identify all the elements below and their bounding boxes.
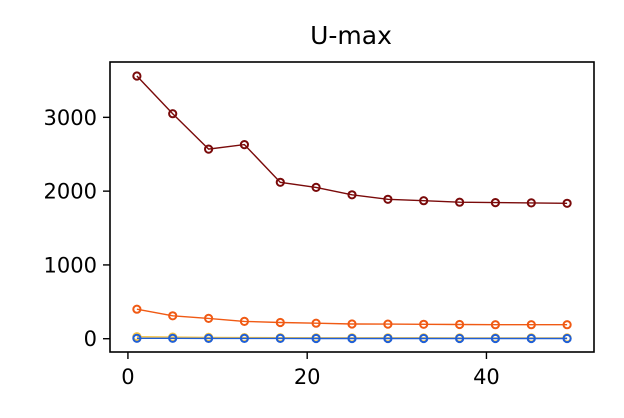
data-point-3-2 [204, 333, 214, 343]
data-point-3-9 [455, 333, 465, 344]
x-tick-label-0: 0 [121, 365, 134, 389]
plot-frame [109, 61, 595, 353]
data-point-0-1 [168, 109, 178, 119]
data-point-1-0 [132, 304, 142, 314]
y-tick-label-2: 2000 [44, 180, 97, 204]
data-point-0-9 [455, 197, 465, 207]
data-point-1-10 [490, 320, 500, 330]
data-point-0-2 [204, 144, 214, 154]
data-point-0-0 [132, 71, 142, 81]
y-tick-label-0: 0 [84, 327, 97, 351]
data-point-3-0 [132, 333, 142, 343]
data-point-0-8 [419, 196, 429, 206]
data-point-1-6 [347, 319, 357, 329]
data-point-0-4 [275, 177, 285, 187]
data-point-1-12 [562, 320, 572, 330]
data-point-1-4 [275, 317, 285, 328]
data-point-0-12 [562, 198, 572, 208]
data-point-3-5 [311, 333, 321, 344]
data-point-0-10 [490, 198, 500, 208]
x-tick-label-2: 40 [473, 365, 500, 389]
data-point-1-1 [168, 311, 178, 321]
chart-title: U-max [310, 21, 392, 50]
data-point-1-3 [239, 316, 249, 326]
series-line-0 [136, 75, 568, 204]
data-point-3-1 [168, 333, 178, 343]
y-tick-label-3: 3000 [44, 106, 97, 130]
data-point-3-4 [275, 333, 285, 343]
data-point-1-9 [455, 319, 465, 330]
data-point-0-7 [383, 194, 393, 204]
data-point-3-7 [383, 333, 393, 344]
data-point-1-2 [204, 313, 214, 323]
data-point-3-3 [239, 333, 249, 343]
data-point-0-5 [311, 182, 321, 192]
series-line-1 [136, 308, 568, 326]
data-point-3-12 [562, 333, 572, 344]
data-point-3-10 [490, 333, 500, 344]
data-point-1-7 [383, 319, 393, 329]
data-point-3-8 [419, 333, 429, 344]
data-point-0-11 [526, 198, 536, 208]
data-point-0-6 [347, 190, 357, 200]
y-tick-label-1: 1000 [44, 253, 97, 277]
data-point-3-6 [347, 333, 357, 344]
data-point-0-3 [239, 140, 249, 150]
data-point-3-11 [526, 333, 536, 344]
data-point-1-8 [419, 319, 429, 329]
data-point-1-11 [526, 320, 536, 330]
x-tick-label-1: 20 [294, 365, 321, 389]
data-point-1-5 [311, 318, 321, 328]
